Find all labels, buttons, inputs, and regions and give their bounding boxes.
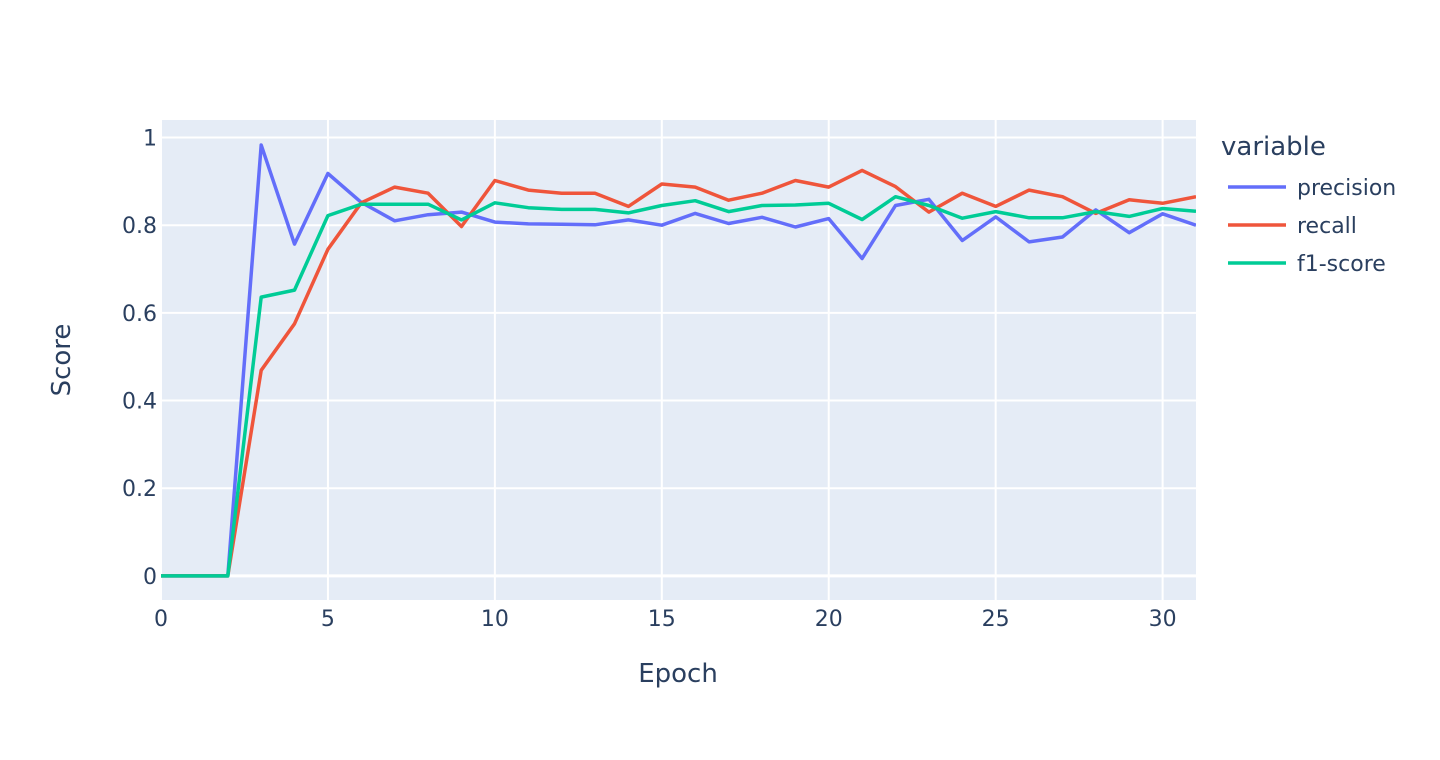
x-tick-label: 10 — [481, 607, 509, 632]
x-tick-label: 15 — [648, 607, 676, 632]
x-tick-label: 25 — [982, 607, 1010, 632]
legend-label: recall — [1297, 214, 1357, 239]
legend[interactable]: variable precision recall f1-score — [1221, 132, 1396, 277]
series-line-recall — [161, 168, 1196, 578]
y-tick-label: 1 — [143, 127, 157, 152]
x-tick-label: 30 — [1149, 607, 1177, 632]
y-tick-label: 0.2 — [122, 477, 157, 502]
legend-title: variable — [1221, 132, 1326, 162]
y-axis-title: Score — [47, 324, 77, 397]
x-tick-label: 5 — [321, 607, 335, 632]
y-tick-label: 0.6 — [122, 302, 157, 327]
series-line-f1-score — [161, 194, 1196, 578]
legend-label: f1-score — [1297, 252, 1386, 277]
x-axis-title: Epoch — [638, 659, 718, 689]
y-tick-label: 0.4 — [122, 390, 157, 415]
plot-background — [161, 120, 1196, 600]
y-tick-label: 0.8 — [122, 214, 157, 239]
legend-item-recall[interactable]: recall — [1228, 214, 1357, 239]
x-tick-labels: 0 5 10 15 20 25 30 — [154, 607, 1177, 632]
y-tick-labels: 0 0.2 0.4 0.6 0.8 1 — [122, 127, 157, 590]
y-tick-label: 0 — [143, 565, 157, 590]
x-gridlines — [160, 120, 1164, 600]
legend-item-precision[interactable]: precision — [1228, 176, 1396, 201]
x-tick-label: 0 — [154, 607, 168, 632]
series-lines — [161, 143, 1196, 578]
series-line-precision — [161, 143, 1196, 578]
y-gridlines — [161, 136, 1196, 578]
legend-item-f1-score[interactable]: f1-score — [1228, 252, 1386, 277]
x-tick-label: 20 — [815, 607, 843, 632]
legend-label: precision — [1297, 176, 1396, 201]
